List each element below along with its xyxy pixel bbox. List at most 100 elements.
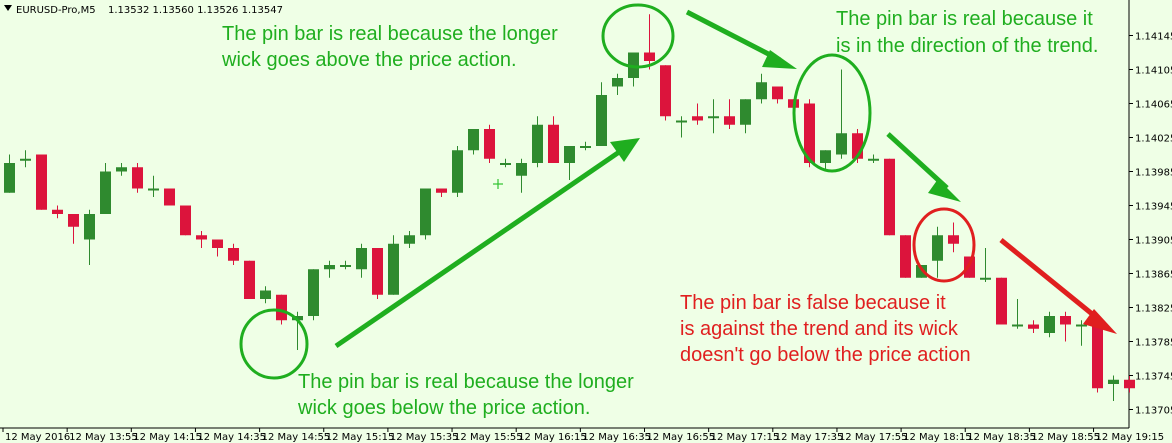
candle-bull [916,265,927,278]
candle-bull [452,150,463,193]
candle-bear [372,248,383,295]
annotation-trend-line1: The pin bar is real because it [836,8,1093,30]
time-tick-label: 12 May 18:35 [967,432,1036,443]
time-tick-label: 12 May 15:55 [454,432,523,443]
candle-bear [996,277,1007,325]
time-tick-label: 12 May 2016 [5,432,70,443]
candles-layer [4,14,1135,401]
time-tick-label: 12 May 18:15 [903,432,972,443]
crosshair-marker [493,179,503,189]
candle-bull [340,265,351,267]
candle-bull [404,235,415,244]
candle-bull [756,82,767,100]
annotation-top-line1: The pin bar is real because the longer [222,23,558,45]
price-tick-label: 1.13825 [1135,304,1172,315]
candle-bear [852,133,863,159]
candle-bull [708,116,719,119]
candle-bear [436,188,447,193]
time-tick-label: 12 May 16:35 [582,432,651,443]
candle-bull [420,188,431,236]
candle-bear [276,294,287,321]
price-tick-label: 1.14025 [1135,134,1172,145]
candle-bull [1012,324,1023,327]
candle-bull [388,243,399,295]
candle-bull [84,214,95,240]
time-tick-label: 12 May 13:55 [69,432,138,443]
candle-bear [884,158,895,236]
time-tick-label: 12 May 16:55 [647,432,716,443]
candle-bull [1108,379,1119,384]
arrow-down-2 [886,132,961,202]
candle-bear [948,235,959,244]
annotation-bottom-line2: wick goes below the price action. [297,397,590,419]
candle-bull [580,146,591,148]
candle-bull [868,158,879,161]
candle-bear [1028,324,1039,329]
time-tick-label: 12 May 17:15 [711,432,780,443]
candle-bear [548,124,559,163]
candle-bull [500,163,511,165]
time-tick-label: 12 May 15:35 [390,432,459,443]
candle-bear [164,188,175,206]
price-tick-label: 1.13905 [1135,236,1172,247]
annotation-false-line1: The pin bar is false because it [680,292,946,314]
candle-bear [644,52,655,61]
candle-bear [660,65,671,117]
candle-bear [212,239,223,248]
candle-bear [132,167,143,189]
annotation-bottom-line1: The pin bar is real because the longer [298,371,634,393]
highlight-circle-trend [792,53,872,173]
candle-bull [20,158,31,161]
candle-bear [900,235,911,278]
candle-bull [356,248,367,270]
price-tick-label: 1.14105 [1135,66,1172,77]
highlight-circle-top [601,3,675,69]
time-tick-label: 12 May 17:35 [775,432,844,443]
time-tick-label: 12 May 14:55 [262,432,331,443]
arrow-uptrend [334,138,640,349]
time-tick-label: 12 May 14:35 [197,432,266,443]
candle-bear [244,260,255,299]
candle-bear [692,116,703,121]
candle-bear [228,248,239,261]
price-tick-label: 1.13785 [1135,338,1172,349]
candle-bull [564,146,575,163]
candle-bear [804,103,815,163]
candle-bear [196,235,207,240]
candle-bull [676,120,687,123]
candle-bear [484,129,495,159]
candle-bull [100,171,111,214]
candle-bear [772,86,783,100]
dropdown-triangle-icon [4,5,12,11]
candle-bull [1044,316,1055,333]
candle-bear [52,209,63,214]
ohlc-readout: 1.13532 1.13560 1.13526 1.13547 [108,5,283,16]
time-tick-label: 12 May 19:15 [1096,432,1165,443]
price-tick-label: 1.13745 [1135,372,1172,383]
annotation-top-line2: wick goes above the price action. [221,49,517,71]
price-tick-label: 1.13865 [1135,270,1172,281]
time-tick-label: 12 May 18:55 [1031,432,1100,443]
candle-bear [1124,379,1135,389]
candle-bull [148,188,159,191]
candle-bull [980,277,991,280]
price-tick-label: 1.13985 [1135,168,1172,179]
annotation-false-line3: doesn't go below the price action [680,344,971,366]
time-tick-label: 12 May 15:15 [326,432,395,443]
time-tick-label: 12 May 16:15 [518,432,587,443]
candle-bull [596,95,607,146]
time-tick-label: 12 May 14:15 [133,432,202,443]
highlight-circle-false [912,207,976,283]
price-tick-label: 1.14065 [1135,100,1172,111]
candle-bull [612,78,623,87]
candle-bull [468,129,479,151]
candle-bull [260,290,271,299]
price-axis: 1.14145 1.14105 1.14065 1.14025 1.13985 1.139… [1129,32,1172,417]
candle-bull [932,235,943,261]
candle-bear [964,256,975,278]
candle-bull [740,99,751,125]
candle-bull [4,163,15,193]
price-tick-label: 1.13705 [1135,406,1172,417]
candle-bear [1060,316,1071,325]
